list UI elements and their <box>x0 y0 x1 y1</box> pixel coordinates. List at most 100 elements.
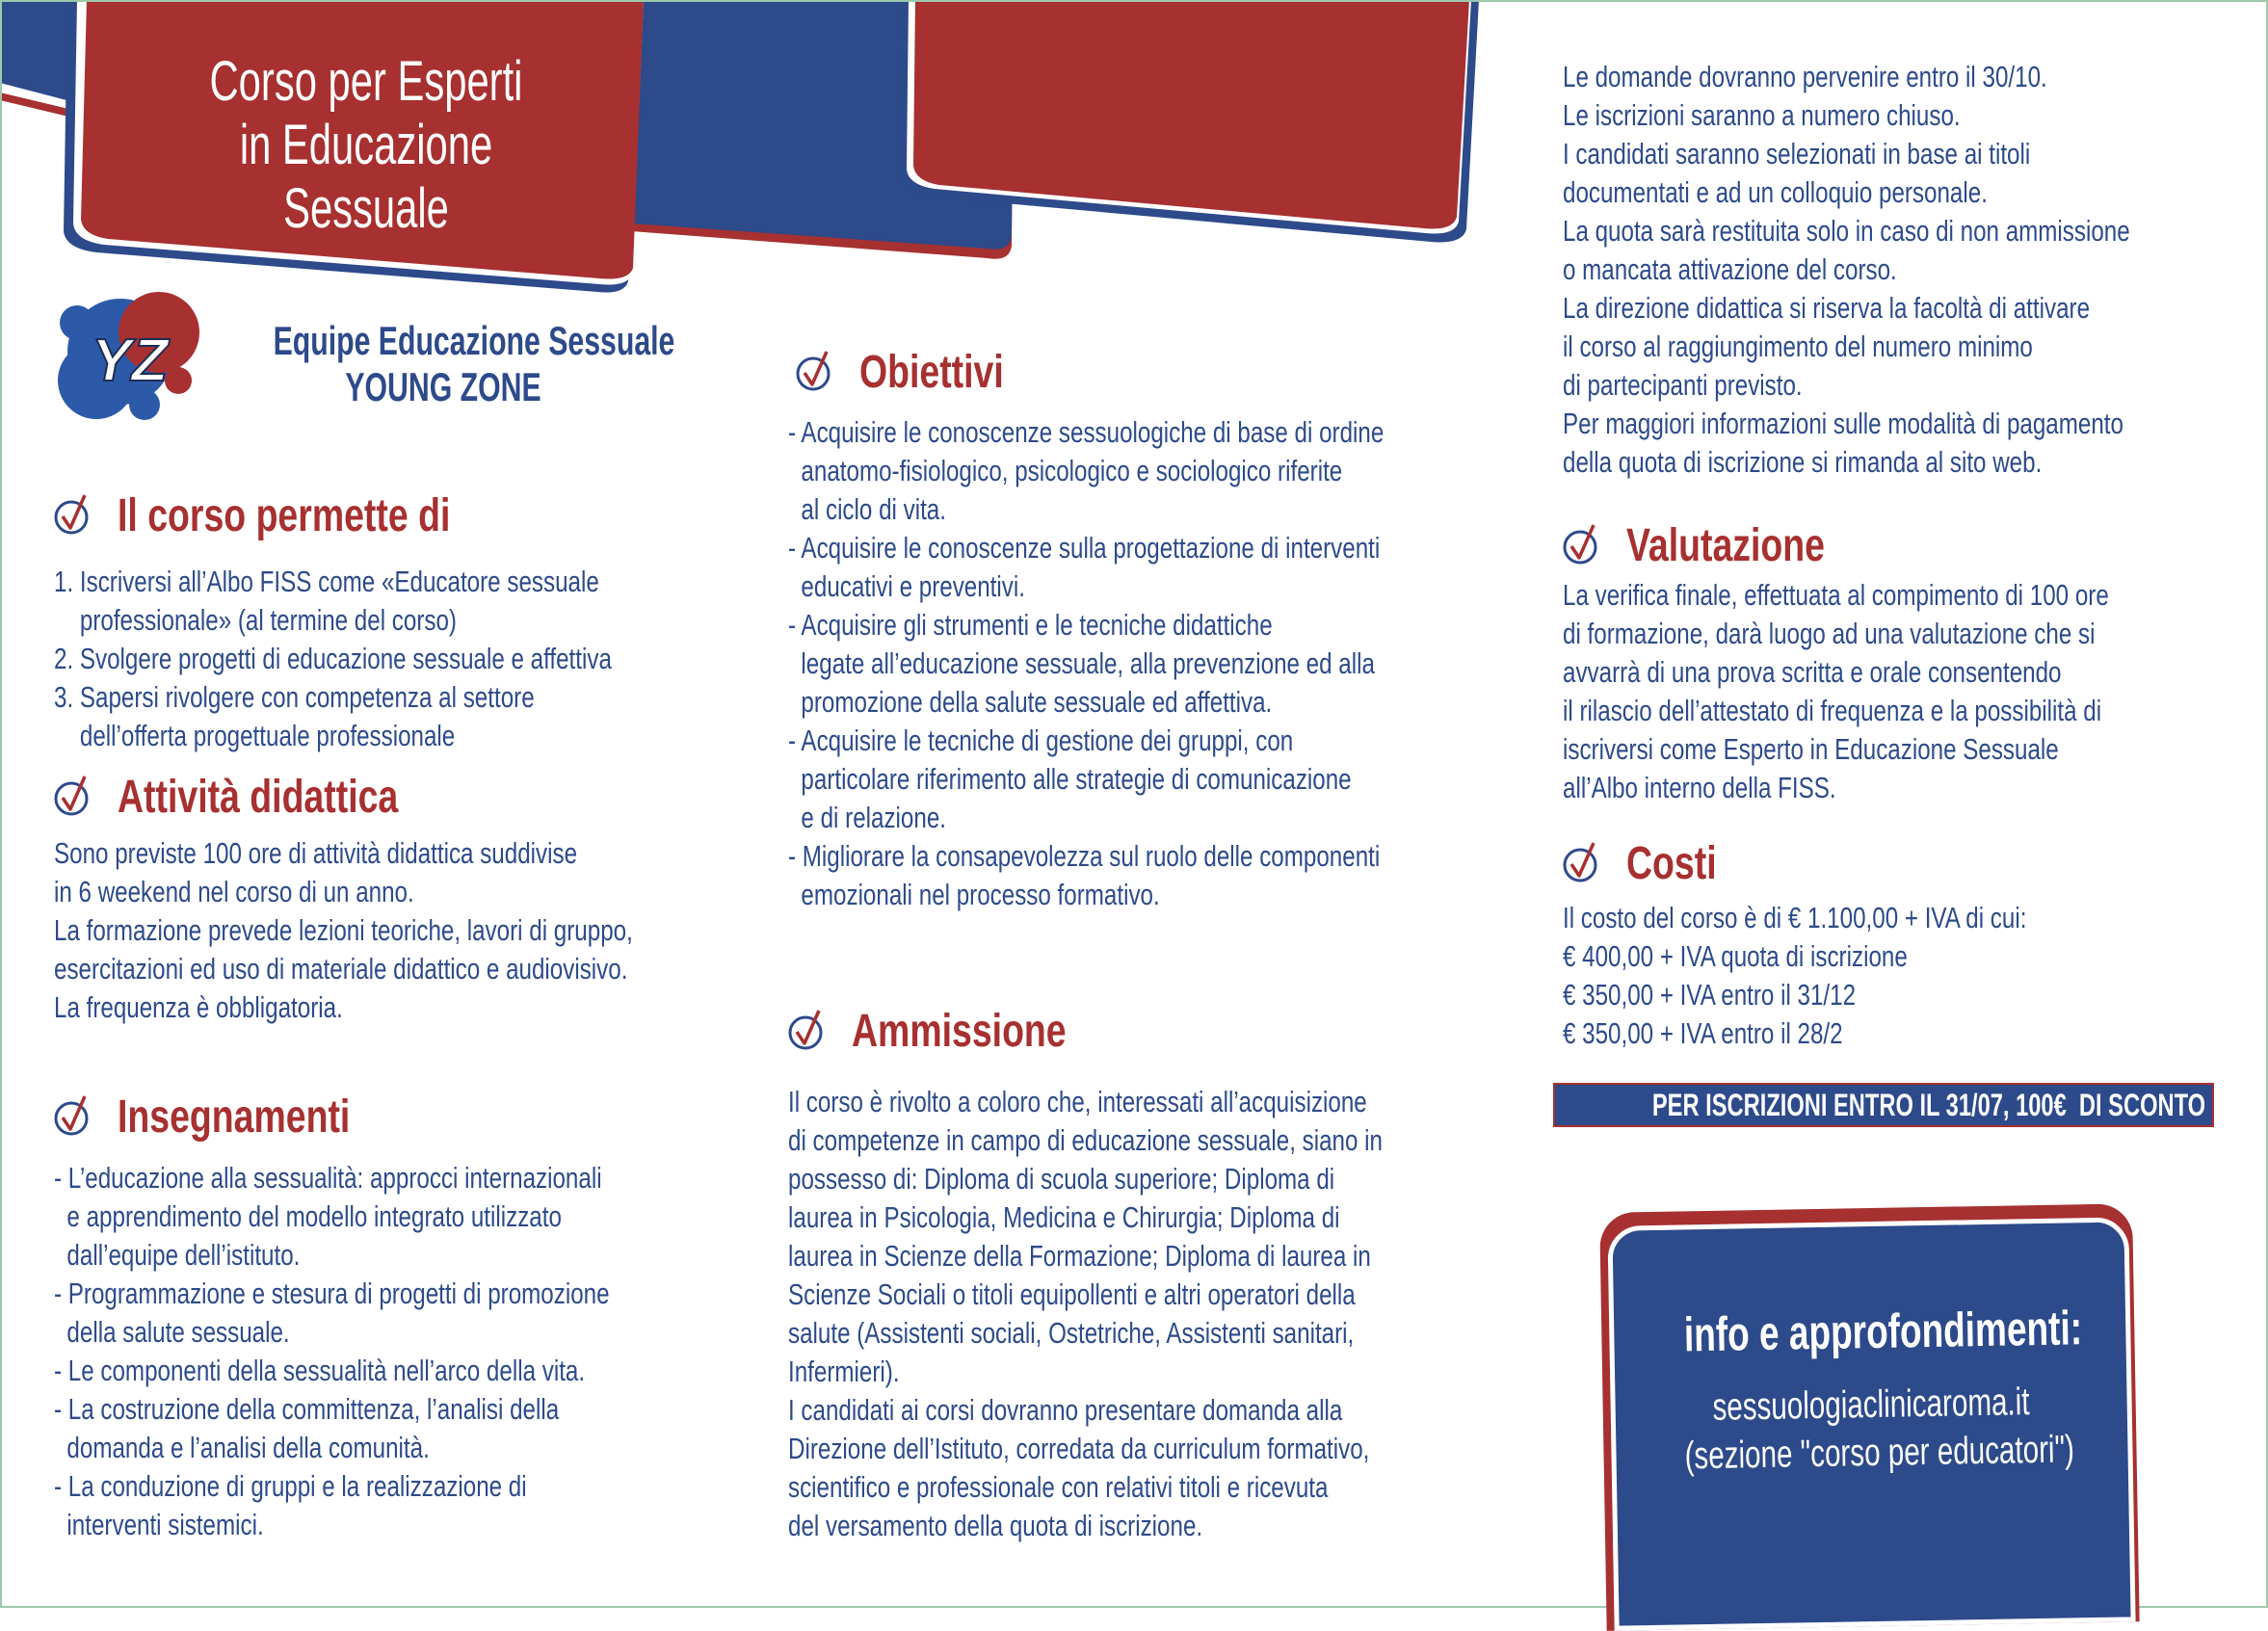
section-heading-costi: Costi <box>1563 837 1742 890</box>
text-line: Il costo del corso è di € 1.100,00 + IVA… <box>1563 901 2027 934</box>
check-circle-icon <box>54 773 92 822</box>
attivita-text: Sono previste 100 ore di attività didatt… <box>54 834 633 1027</box>
insegnamenti-list: - L’educazione alla sessualità: approcci… <box>54 1159 610 1544</box>
text-line: Sono previste 100 ore di attività didatt… <box>54 836 578 870</box>
banner-text: PER ISCRIZIONI ENTRO IL 31/07, 100€ DI S… <box>1651 1088 2206 1122</box>
text-line: professionale» (al termine del corso) <box>54 603 457 637</box>
text-line: € 350,00 + IVA entro il 31/12 <box>1563 978 1857 1012</box>
section-heading-ammissione: Ammissione <box>788 1005 1126 1058</box>
text-line: anatomo-fisiologico, psicologico e socio… <box>788 454 1343 487</box>
text-line: - L’educazione alla sessualità: approcci… <box>54 1161 602 1195</box>
text-line: - Acquisire gli strumenti e le tecniche … <box>788 608 1273 642</box>
valutazione-text: La verifica finale, effettuata al compim… <box>1563 576 2109 807</box>
text-line: della salute sessuale. <box>54 1315 290 1349</box>
young-zone-logo: YZ <box>58 292 199 420</box>
text-line: dell’offerta progettuale professionale <box>54 719 456 752</box>
heading-text: Costi <box>1626 838 1717 889</box>
text-line: o mancata attivazione del corso. <box>1563 252 1897 286</box>
text-line: I candidati saranno selezionati in base … <box>1563 137 2031 171</box>
text-line: all’Albo interno della FISS. <box>1563 771 1836 804</box>
text-line: - Migliorare la consapevolezza sul ruolo… <box>788 839 1381 873</box>
check-circle-icon <box>54 491 92 540</box>
text-line: domanda e l’analisi della comunità. <box>54 1431 430 1464</box>
text-line: promozione della salute sessuale ed affe… <box>788 685 1273 719</box>
text-line: dall’equipe dell’istituto. <box>54 1238 301 1272</box>
info-box: info e approfondimenti: sessuologiaclini… <box>1599 1203 2140 1631</box>
text-line: - Acquisire le conoscenze sulla progetta… <box>788 531 1381 565</box>
check-circle-icon <box>54 1092 92 1142</box>
text-line: in Educazione <box>239 114 493 176</box>
text-line: scientifico e professionale con relativi… <box>788 1470 1329 1504</box>
text-line: YOUNG ZONE <box>345 364 541 409</box>
text-line: Le iscrizioni saranno a numero chiuso. <box>1563 98 1961 132</box>
text-line: di competenze in campo di educazione ses… <box>788 1123 1383 1157</box>
text-line: in 6 weekend nel corso di un anno. <box>54 875 414 908</box>
text-line: di partecipanti previsto. <box>1563 368 1803 402</box>
text-line: La quota sarà restituita solo in caso di… <box>1563 214 2130 248</box>
text-line: La frequenza è obbligatoria. <box>54 990 343 1024</box>
text-line: al ciclo di vita. <box>788 492 946 526</box>
text-line: iscriversi come Esperto in Educazione Se… <box>1563 732 2059 766</box>
heading-text: Attività didattica <box>118 772 399 823</box>
text-line: 1. Iscriversi all’Albo FISS come «Educat… <box>54 565 599 598</box>
discount-banner: PER ISCRIZIONI ENTRO IL 31/07, 100€ DI S… <box>1553 1083 2214 1127</box>
text-line: - Acquisire le tecniche di gestione dei … <box>788 723 1294 757</box>
info-title: info e approfondimenti: <box>1683 1301 2083 1362</box>
text-line: Il corso è rivolto a coloro che, interes… <box>788 1085 1367 1118</box>
check-circle-icon <box>796 348 834 397</box>
info-box-panel: info e approfondimenti: sessuologiaclini… <box>1607 1217 2136 1631</box>
text-line: - La costruzione della committenza, l’an… <box>54 1392 560 1426</box>
costi-list: Il costo del corso è di € 1.100,00 + IVA… <box>1563 899 2026 1053</box>
text-line: avvarrà di una prova scritta e orale con… <box>1563 655 2062 689</box>
text-line: esercitazioni ed uso di materiale didatt… <box>54 952 628 986</box>
text-line: educativi e preventivi. <box>788 569 1025 603</box>
corso-list: 1. Iscriversi all’Albo FISS come «Educat… <box>54 563 612 755</box>
text-line: Scienze Sociali o titoli equipollenti e … <box>788 1277 1356 1311</box>
text-line: laurea in Psicologia, Medicina e Chirurg… <box>788 1200 1340 1234</box>
text-line: € 400,00 + IVA quota di iscrizione <box>1563 939 1908 973</box>
section-heading-corso: Il corso permette di <box>54 489 544 542</box>
obiettivi-list: - Acquisire le conoscenze sessuologiche … <box>788 413 1384 914</box>
website-link[interactable]: sessuologiaclinicaroma.it <box>1712 1381 2031 1429</box>
domande-text: Le domande dovranno pervenire entro il 3… <box>1563 58 2130 482</box>
section-heading-insegnamenti: Insegnamenti <box>54 1091 415 1144</box>
text-line: € 350,00 + IVA entro il 28/2 <box>1563 1016 1843 1050</box>
text-line: il rilascio dell’attestato di frequenza … <box>1563 694 2102 727</box>
text-line: Per maggiori informazioni sulle modalità… <box>1563 407 2123 440</box>
text-line: Corso per Esperti <box>209 50 523 113</box>
website-note: (sezione "corso per educatori") <box>1684 1428 2075 1478</box>
text-line: La verifica finale, effettuata al compim… <box>1563 578 2109 612</box>
check-circle-icon <box>788 1007 827 1056</box>
check-circle-icon <box>1563 839 1601 888</box>
text-line: interventi sistemici. <box>54 1508 264 1541</box>
text-line: legate all’educazione sessuale, alla pre… <box>788 646 1375 680</box>
text-line: salute (Assistenti sociali, Ostetriche, … <box>788 1316 1355 1350</box>
text-line: - Le componenti della sessualità nell’ar… <box>54 1354 586 1387</box>
equipe-name: Equipe Educazione Sessuale YOUNG ZONE <box>207 318 679 410</box>
text-line: particolare riferimento alle strategie d… <box>788 762 1352 796</box>
text-line: I candidati ai corsi dovranno presentare… <box>788 1393 1343 1427</box>
text-line: Infermieri). <box>788 1355 900 1388</box>
svg-text:YZ: YZ <box>92 328 170 394</box>
text-line: possesso di: Diploma di scuola superiore… <box>788 1162 1335 1196</box>
text-line: e apprendimento del modello integrato ut… <box>54 1199 562 1233</box>
text-line: e di relazione. <box>788 801 946 834</box>
heading-text: Ammissione <box>852 1006 1067 1057</box>
heading-text: Valutazione <box>1626 520 1825 571</box>
text-line: - Programmazione e stesura di progetti d… <box>54 1276 610 1310</box>
text-line: Direzione dell’Istituto, corredata da cu… <box>788 1432 1370 1465</box>
text-line: - Acquisire le conoscenze sessuologiche … <box>788 415 1385 449</box>
check-circle-icon <box>1563 521 1601 570</box>
heading-text: Obiettivi <box>859 347 1004 398</box>
text-line: della quota di iscrizione si rimanda al … <box>1563 445 2043 479</box>
text-line: documentati e ad un colloquio personale. <box>1563 175 1988 209</box>
heading-text: Il corso permette di <box>118 490 451 541</box>
text-line: del versamento della quota di iscrizione… <box>788 1509 1203 1542</box>
section-heading-valutazione: Valutazione <box>1563 519 1881 572</box>
ammissione-text: Il corso è rivolto a coloro che, interes… <box>788 1083 1383 1545</box>
text-line: Le domande dovranno pervenire entro il 3… <box>1563 60 2047 93</box>
text-line: Sessuale <box>283 177 449 240</box>
section-heading-obiettivi: Obiettivi <box>796 346 1044 399</box>
text-line: di formazione, darà luogo ad una valutaz… <box>1563 617 2096 650</box>
